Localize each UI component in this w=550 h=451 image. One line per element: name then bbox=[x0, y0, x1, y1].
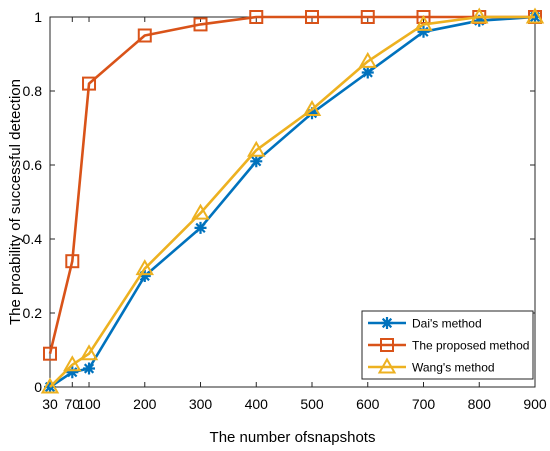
series-2 bbox=[40, 7, 545, 394]
data-point bbox=[63, 355, 82, 372]
data-point bbox=[194, 221, 207, 234]
legend: Dai's method The proposed method Wang's me… bbox=[361, 310, 534, 380]
x-axis-label: The number ofsnapshots bbox=[210, 429, 376, 446]
x-tick-label: 600 bbox=[356, 396, 380, 412]
data-point bbox=[83, 362, 96, 375]
data-point bbox=[79, 344, 99, 361]
series-line bbox=[48, 15, 535, 355]
x-tick-label: 100 bbox=[77, 396, 101, 412]
data-point bbox=[65, 254, 80, 269]
legend-label: Wang's method bbox=[412, 361, 495, 375]
data-point bbox=[137, 28, 152, 43]
data-point bbox=[305, 10, 320, 24]
legend-marker bbox=[377, 357, 397, 374]
legend-label: The proposed method bbox=[412, 339, 529, 353]
data-point bbox=[360, 10, 375, 24]
data-point bbox=[414, 14, 433, 31]
data-point bbox=[417, 25, 430, 38]
x-tick-label: 300 bbox=[189, 396, 213, 412]
legend-entry: Dai's method bbox=[368, 317, 482, 331]
x-tick-label: 900 bbox=[523, 396, 547, 412]
x-tick-label: 800 bbox=[468, 396, 492, 412]
data-point bbox=[43, 346, 57, 361]
data-point bbox=[473, 14, 486, 27]
legend-marker bbox=[380, 338, 394, 352]
legend-marker bbox=[381, 317, 393, 329]
data-point bbox=[250, 155, 263, 168]
data-point bbox=[416, 10, 431, 24]
data-point bbox=[40, 377, 60, 394]
data-point bbox=[361, 66, 374, 79]
data-point bbox=[82, 76, 97, 91]
y-tick-label: 0.6 bbox=[23, 157, 43, 173]
data-point bbox=[191, 203, 210, 220]
y-axis-ticks: 0 0.2 0.4 0.6 0.8 1 bbox=[23, 9, 535, 395]
y-tick-label: 1 bbox=[34, 9, 42, 25]
x-tick-label: 70 bbox=[65, 396, 81, 412]
data-point bbox=[66, 366, 79, 379]
legend-entry: Wang's method bbox=[368, 357, 495, 375]
y-tick-label: 0.8 bbox=[23, 83, 43, 99]
x-tick-label: 500 bbox=[300, 396, 324, 412]
y-tick-label: 0.4 bbox=[23, 231, 43, 247]
y-axis-label: The proability of successful detection bbox=[7, 79, 24, 325]
data-point bbox=[247, 140, 266, 157]
x-tick-label: 400 bbox=[245, 396, 269, 412]
legend-entry: The proposed method bbox=[368, 338, 529, 353]
data-point bbox=[470, 7, 489, 24]
series-layer bbox=[40, 7, 545, 394]
data-point bbox=[135, 259, 155, 276]
data-point bbox=[193, 17, 208, 32]
data-point bbox=[302, 99, 322, 116]
x-tick-label: 200 bbox=[133, 396, 157, 412]
legend-label: Dai's method bbox=[412, 317, 482, 331]
y-tick-label: 0 bbox=[34, 379, 42, 395]
y-tick-label: 0.2 bbox=[23, 305, 43, 321]
data-point bbox=[138, 270, 151, 282]
data-point bbox=[306, 107, 319, 120]
data-point bbox=[358, 51, 377, 68]
data-point bbox=[249, 10, 264, 24]
x-tick-label: 30 bbox=[42, 396, 58, 412]
x-tick-label: 700 bbox=[412, 396, 436, 412]
data-point bbox=[525, 7, 545, 24]
